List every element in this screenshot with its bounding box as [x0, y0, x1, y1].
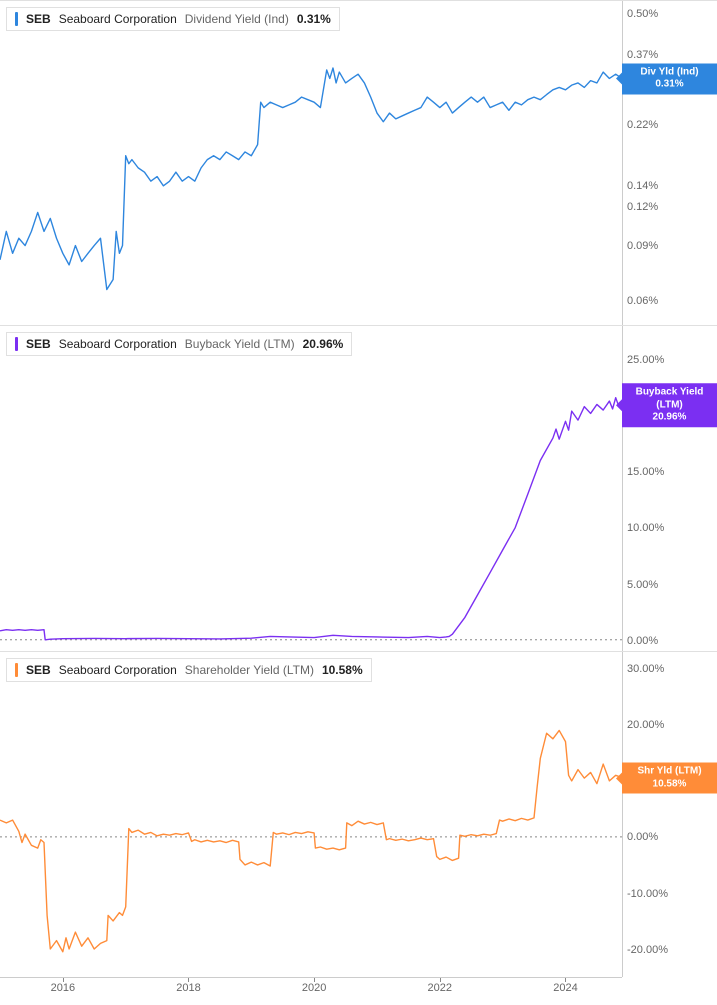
y-tick-label: 0.00%	[627, 635, 658, 647]
series-line	[0, 398, 622, 640]
legend-ticker: SEB	[26, 663, 51, 677]
badge-title: Buyback Yield (LTM)	[626, 386, 713, 411]
legend-color-indicator	[15, 337, 18, 351]
y-tick-label: 25.00%	[627, 354, 664, 366]
badge-title: Shr Yld (LTM)	[626, 766, 713, 779]
value-badge: Div Yld (Ind)0.31%	[622, 63, 717, 94]
legend-metric: Shareholder Yield (LTM)	[185, 663, 314, 677]
badge-value: 20.96%	[626, 411, 713, 424]
legend-company: Seaboard Corporation	[59, 663, 177, 677]
legend-metric: Dividend Yield (Ind)	[185, 12, 289, 26]
y-tick-label: 0.37%	[627, 49, 658, 61]
legend-box[interactable]: SEB Seaboard Corporation Shareholder Yield…	[6, 658, 372, 682]
y-tick-label: 0.50%	[627, 8, 658, 20]
x-tick-label: 2024	[553, 982, 577, 994]
badge-value: 0.31%	[626, 79, 713, 92]
y-tick-label: -20.00%	[627, 944, 668, 956]
x-tick-label: 2022	[428, 982, 452, 994]
y-tick-label: 0.06%	[627, 295, 658, 307]
legend-ticker: SEB	[26, 337, 51, 351]
legend-box[interactable]: SEB Seaboard Corporation Buyback Yield (LT…	[6, 332, 352, 356]
y-tick-label: 0.00%	[627, 831, 658, 843]
chart-area[interactable]	[0, 652, 622, 977]
y-tick-label: 0.12%	[627, 201, 658, 213]
legend-value: 0.31%	[297, 12, 331, 26]
x-tick-label: 2018	[176, 982, 200, 994]
legend-value: 20.96%	[303, 337, 344, 351]
value-badge: Shr Yld (LTM)10.58%	[622, 763, 717, 794]
legend-metric: Buyback Yield (LTM)	[185, 337, 295, 351]
value-badge: Buyback Yield (LTM)20.96%	[622, 383, 717, 427]
x-axis: 2016 2018 2020 2022 2024	[0, 977, 622, 999]
y-tick-label: 20.00%	[627, 719, 664, 731]
chart-panel-dividend: 0.06% 0.09% 0.12% 0.14% 0.22% 0.37% 0.50% Div Y…	[0, 0, 717, 325]
badge-value: 10.58%	[626, 778, 713, 791]
legend-ticker: SEB	[26, 12, 51, 26]
y-tick-label: 0.14%	[627, 180, 658, 192]
y-tick-label: 10.00%	[627, 522, 664, 534]
y-tick-label: 30.00%	[627, 663, 664, 675]
chart-panel-shareholder: -20.00%-10.00%0.00%10.00%20.00%30.00%Shr…	[0, 651, 717, 977]
chart-panel-buyback: 0.00%5.00%10.00%15.00%20.00%25.00%Buybac…	[0, 325, 717, 651]
series-line	[0, 730, 622, 951]
y-tick-label: 15.00%	[627, 466, 664, 478]
legend-value: 10.58%	[322, 663, 363, 677]
series-line	[0, 68, 622, 290]
y-tick-label: 0.22%	[627, 119, 658, 131]
legend-company: Seaboard Corporation	[59, 337, 177, 351]
y-tick-label: -10.00%	[627, 888, 668, 900]
badge-title: Div Yld (Ind)	[626, 66, 713, 79]
chart-area[interactable]	[0, 326, 622, 651]
legend-color-indicator	[15, 12, 18, 26]
legend-color-indicator	[15, 663, 18, 677]
y-axis: -20.00%-10.00%0.00%10.00%20.00%30.00%Shr…	[622, 652, 717, 977]
x-tick-label: 2020	[302, 982, 326, 994]
legend-company: Seaboard Corporation	[59, 12, 177, 26]
x-tick-label: 2016	[51, 982, 75, 994]
y-axis: 0.06% 0.09% 0.12% 0.14% 0.22% 0.37% 0.50% Div Y…	[622, 1, 717, 325]
legend-box[interactable]: SEB Seaboard Corporation Dividend Yield (I…	[6, 7, 340, 31]
y-tick-label: 5.00%	[627, 579, 658, 591]
y-tick-label: 0.09%	[627, 240, 658, 252]
y-axis: 0.00%5.00%10.00%15.00%20.00%25.00%Buybac…	[622, 326, 717, 651]
chart-area[interactable]	[0, 1, 622, 325]
